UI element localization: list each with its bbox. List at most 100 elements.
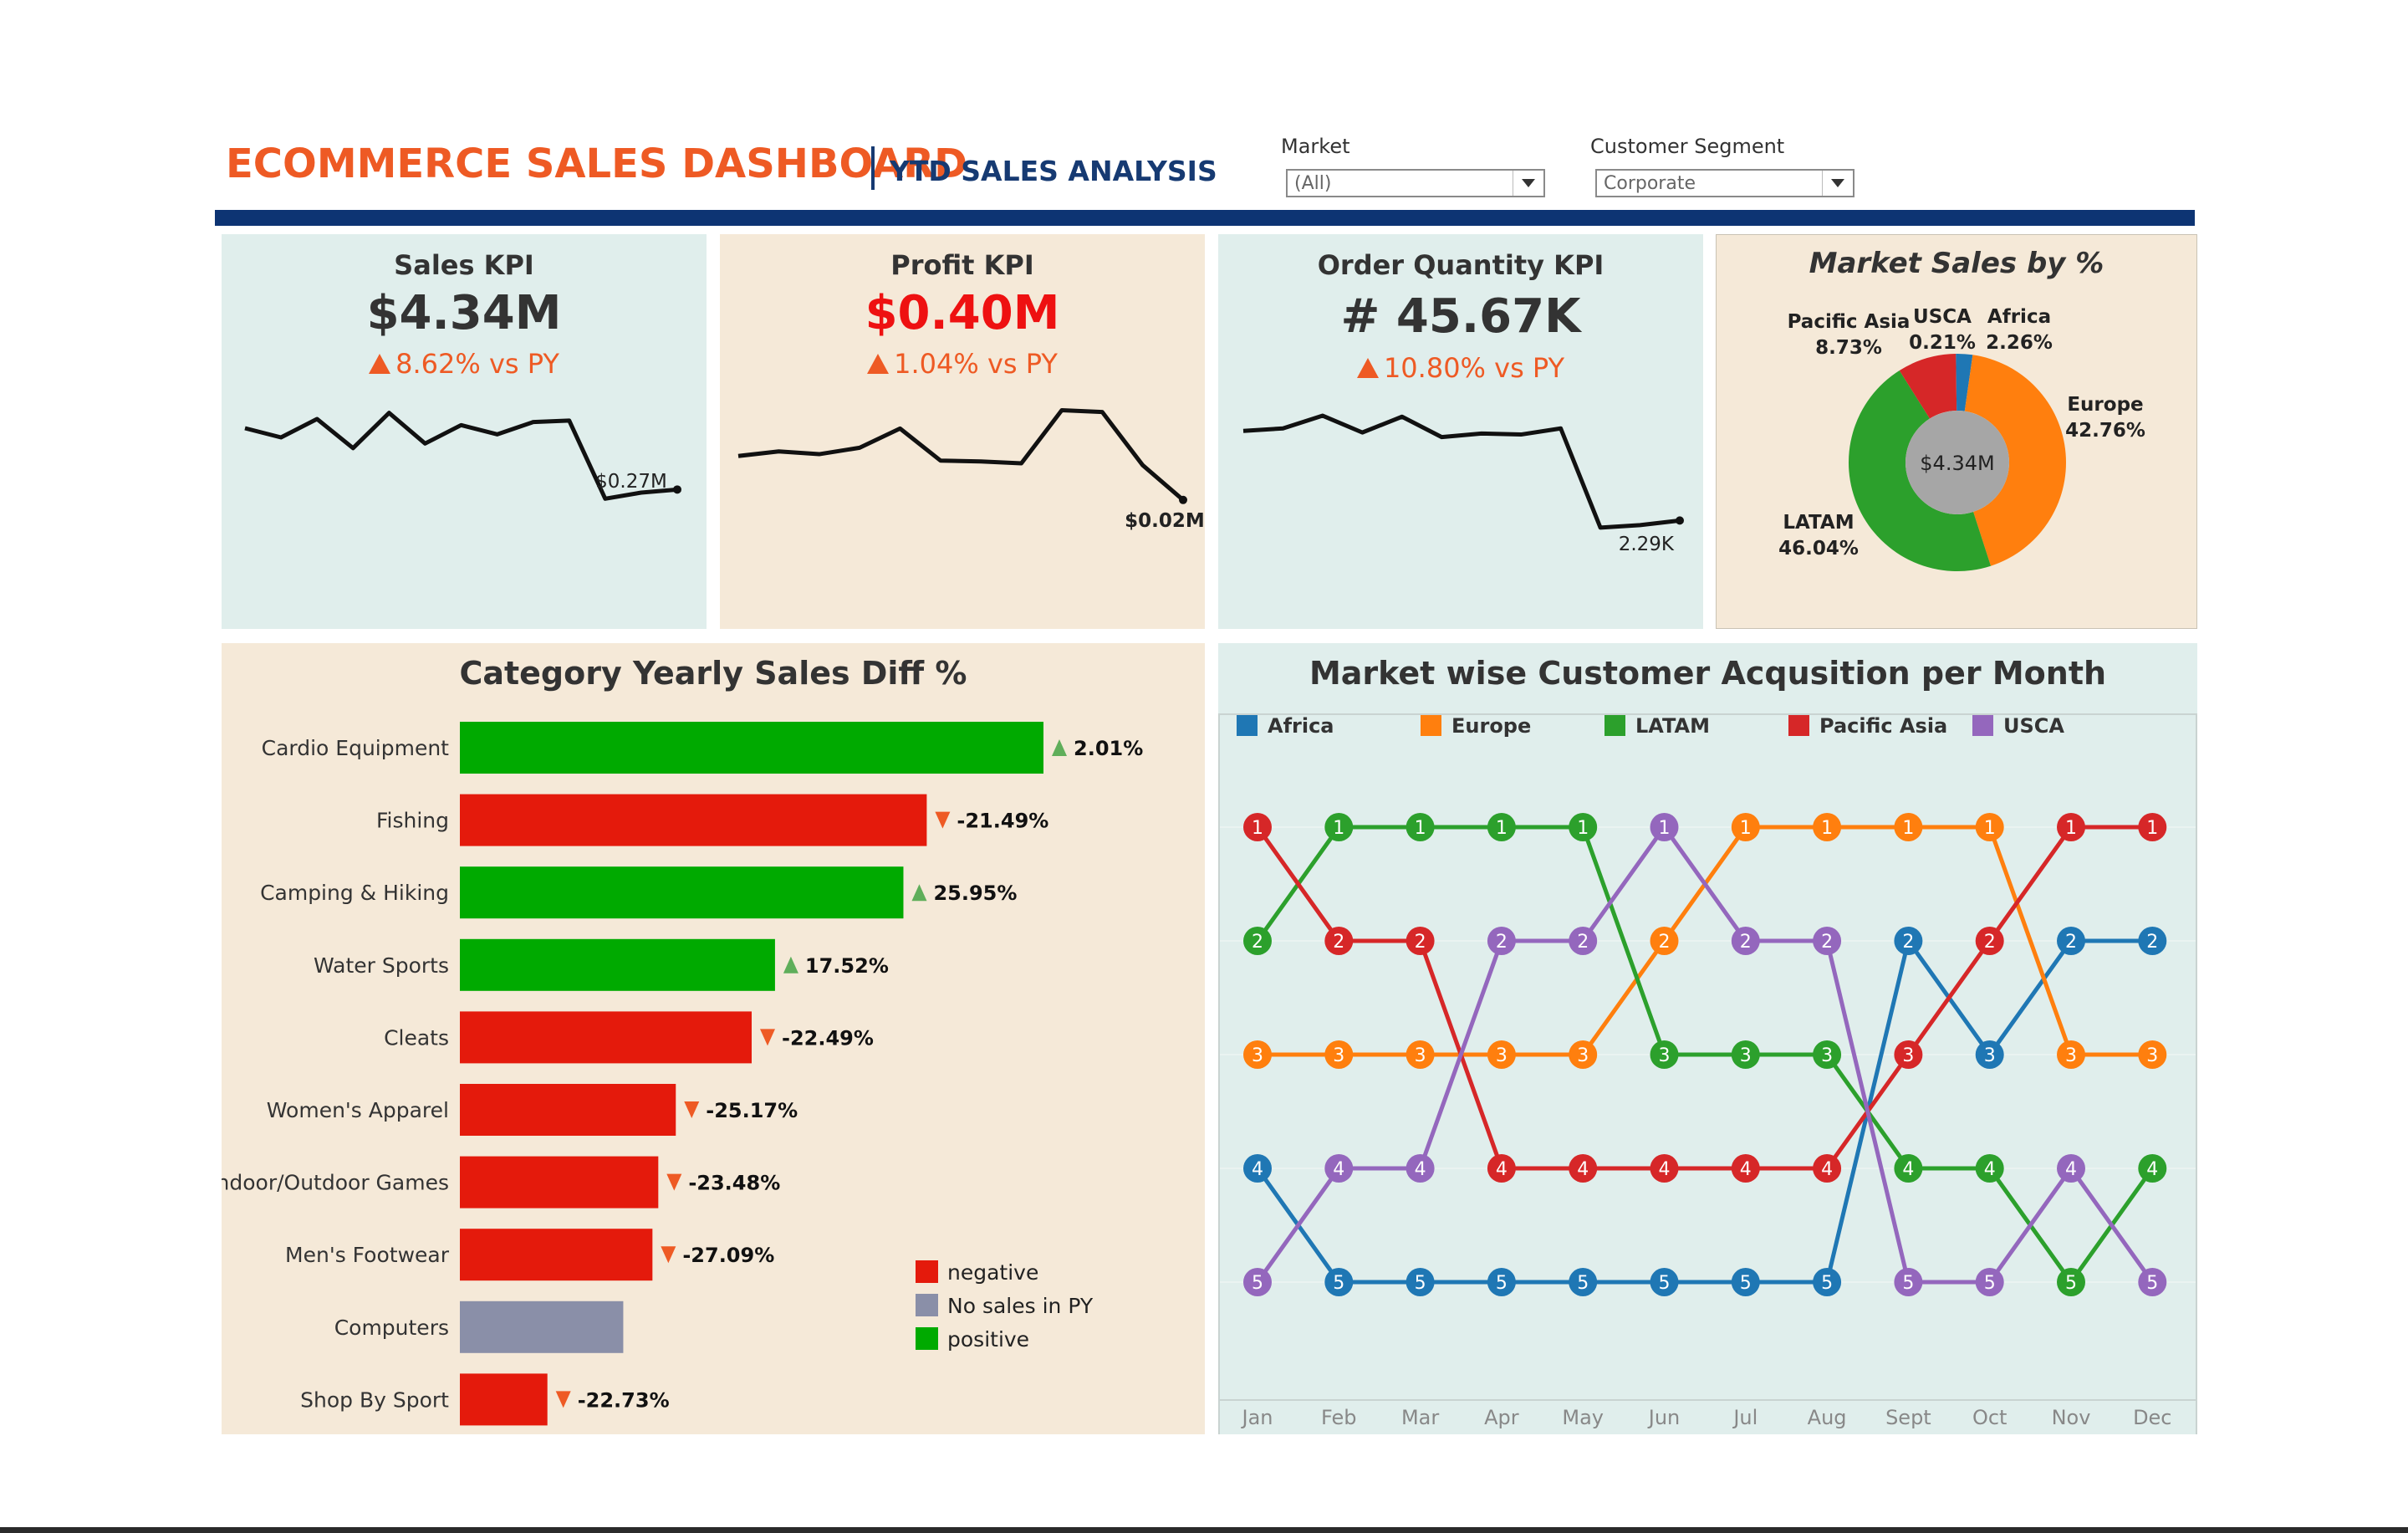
- series-point-latam[interactable]: [1975, 1154, 2004, 1183]
- series-point-usca[interactable]: [1487, 927, 1516, 955]
- series-point-label: 1: [1821, 818, 1833, 839]
- bar-value-label: 17.52%: [805, 954, 889, 978]
- series-point-usca[interactable]: [2138, 1268, 2167, 1296]
- series-line-pacific-asia[interactable]: [1255, 825, 2153, 1171]
- series-point-pacific-asia[interactable]: [1894, 1040, 1923, 1069]
- series-point-africa[interactable]: [1569, 1268, 1598, 1296]
- series-point-latam[interactable]: [1650, 1040, 1679, 1069]
- series-point-pacific-asia[interactable]: [1243, 813, 1272, 841]
- series-point-africa[interactable]: [2057, 927, 2085, 955]
- bar-shop-by-sport[interactable]: [460, 1373, 548, 1426]
- market-share-donut: $4.34M Pacific Asia 8.73% USCA 0.21% Afr…: [1778, 306, 2145, 571]
- bar-indoor-outdoor-games[interactable]: [460, 1156, 659, 1209]
- segment-filter-value: Corporate: [1604, 173, 1696, 194]
- bar-women-s-apparel[interactable]: [460, 1084, 676, 1136]
- series-point-latam[interactable]: [1324, 813, 1354, 841]
- series-point-europe[interactable]: [1406, 1040, 1435, 1069]
- series-point-latam[interactable]: [1243, 927, 1272, 955]
- segment-filter-dropdown[interactable]: Corporate: [1595, 169, 1854, 197]
- series-point-europe[interactable]: [1324, 1040, 1354, 1069]
- donut-label-pacific-asia-name: Pacific Asia: [1788, 311, 1911, 333]
- series-point-africa[interactable]: [1650, 1268, 1679, 1296]
- series-point-africa[interactable]: [2138, 927, 2167, 955]
- series-point-usca[interactable]: [1324, 1154, 1354, 1183]
- series-point-usca[interactable]: [1406, 1154, 1435, 1183]
- bar-men-s-footwear[interactable]: [460, 1229, 653, 1281]
- series-point-usca[interactable]: [1731, 927, 1760, 955]
- series-point-europe[interactable]: [1650, 927, 1679, 955]
- series-point-europe[interactable]: [1569, 1040, 1598, 1069]
- series-point-latam[interactable]: [2057, 1268, 2085, 1296]
- donut-slice-europe[interactable]: [1964, 355, 2066, 566]
- donut-slice-africa[interactable]: [1957, 354, 1973, 411]
- series-point-africa[interactable]: [1324, 1268, 1354, 1296]
- series-point-pacific-asia[interactable]: [1975, 927, 2004, 955]
- series-point-usca[interactable]: [1813, 927, 1842, 955]
- bar-value-label: 2.01%: [1074, 737, 1143, 760]
- series-point-usca[interactable]: [1650, 813, 1679, 841]
- series-point-usca[interactable]: [1569, 927, 1598, 955]
- series-point-africa[interactable]: [1487, 1268, 1516, 1296]
- series-point-pacific-asia[interactable]: [1324, 927, 1354, 955]
- series-point-latam[interactable]: [1894, 1154, 1923, 1183]
- chevron-down-icon[interactable]: [1513, 171, 1543, 196]
- series-point-usca[interactable]: [1975, 1268, 2004, 1296]
- sales-kpi-card: Sales KPI $4.34M 8.62% vs PY $0.27M: [222, 234, 707, 629]
- bar-computers[interactable]: [460, 1300, 624, 1353]
- series-point-europe[interactable]: [1813, 813, 1842, 841]
- series-point-europe[interactable]: [1975, 813, 2004, 841]
- series-point-pacific-asia[interactable]: [2057, 813, 2085, 841]
- series-point-africa[interactable]: [1406, 1268, 1435, 1296]
- series-point-pacific-asia[interactable]: [1650, 1154, 1679, 1183]
- series-point-europe[interactable]: [1894, 813, 1923, 841]
- donut-slice-latam[interactable]: [1849, 370, 1992, 571]
- donut-label-europe-name: Europe: [2067, 394, 2143, 416]
- series-point-pacific-asia[interactable]: [1569, 1154, 1598, 1183]
- legend-swatch-pacific-asia[interactable]: [1788, 715, 1809, 736]
- series-point-label: 3: [1496, 1045, 1508, 1066]
- bar-fishing[interactable]: [460, 794, 927, 846]
- series-point-africa[interactable]: [1813, 1268, 1842, 1296]
- legend-swatch-usca[interactable]: [1972, 715, 1993, 736]
- series-point-pacific-asia[interactable]: [1813, 1154, 1842, 1183]
- series-point-latam[interactable]: [1813, 1040, 1842, 1069]
- series-point-europe[interactable]: [2057, 1040, 2085, 1069]
- series-point-europe[interactable]: [1487, 1040, 1516, 1069]
- series-point-europe[interactable]: [1243, 1040, 1272, 1069]
- legend-swatch-latam[interactable]: [1604, 715, 1625, 736]
- series-point-pacific-asia[interactable]: [1731, 1154, 1760, 1183]
- series-point-usca[interactable]: [1243, 1268, 1272, 1296]
- series-point-label: 2: [1984, 932, 1996, 953]
- bar-camping-hiking[interactable]: [460, 866, 904, 919]
- legend-swatch-europe[interactable]: [1421, 715, 1441, 736]
- bar-value-label: -23.48%: [688, 1172, 780, 1195]
- donut-slice-pacific-asia[interactable]: [1899, 354, 1957, 419]
- series-point-africa[interactable]: [1975, 1040, 2004, 1069]
- bar-cardio-equipment[interactable]: [460, 722, 1043, 774]
- series-point-usca[interactable]: [2057, 1154, 2085, 1183]
- donut-slice-usca[interactable]: [1956, 354, 1957, 411]
- series-point-europe[interactable]: [1731, 813, 1760, 841]
- series-point-latam[interactable]: [2138, 1154, 2167, 1183]
- series-point-europe[interactable]: [2138, 1040, 2167, 1069]
- series-point-africa[interactable]: [1731, 1268, 1760, 1296]
- bar-water-sports[interactable]: [460, 938, 775, 991]
- series-point-latam[interactable]: [1731, 1040, 1760, 1069]
- series-point-africa[interactable]: [1243, 1154, 1272, 1183]
- series-line-africa[interactable]: [1255, 938, 2153, 1285]
- series-point-usca[interactable]: [1894, 1268, 1923, 1296]
- chevron-down-icon[interactable]: [1822, 171, 1853, 196]
- series-point-latam[interactable]: [1487, 813, 1516, 841]
- arrow-up-icon: [911, 884, 927, 902]
- series-point-pacific-asia[interactable]: [2138, 813, 2167, 841]
- donut-label-latam-pct: 46.04%: [1778, 538, 1859, 560]
- series-point-latam[interactable]: [1569, 813, 1598, 841]
- series-point-africa[interactable]: [1894, 927, 1923, 955]
- legend-swatch-africa[interactable]: [1237, 715, 1258, 736]
- series-point-label: 5: [1740, 1273, 1752, 1294]
- series-point-pacific-asia[interactable]: [1487, 1154, 1516, 1183]
- series-point-pacific-asia[interactable]: [1406, 927, 1435, 955]
- market-filter-dropdown[interactable]: (All): [1286, 169, 1545, 197]
- bar-cleats[interactable]: [460, 1011, 752, 1064]
- series-point-latam[interactable]: [1406, 813, 1435, 841]
